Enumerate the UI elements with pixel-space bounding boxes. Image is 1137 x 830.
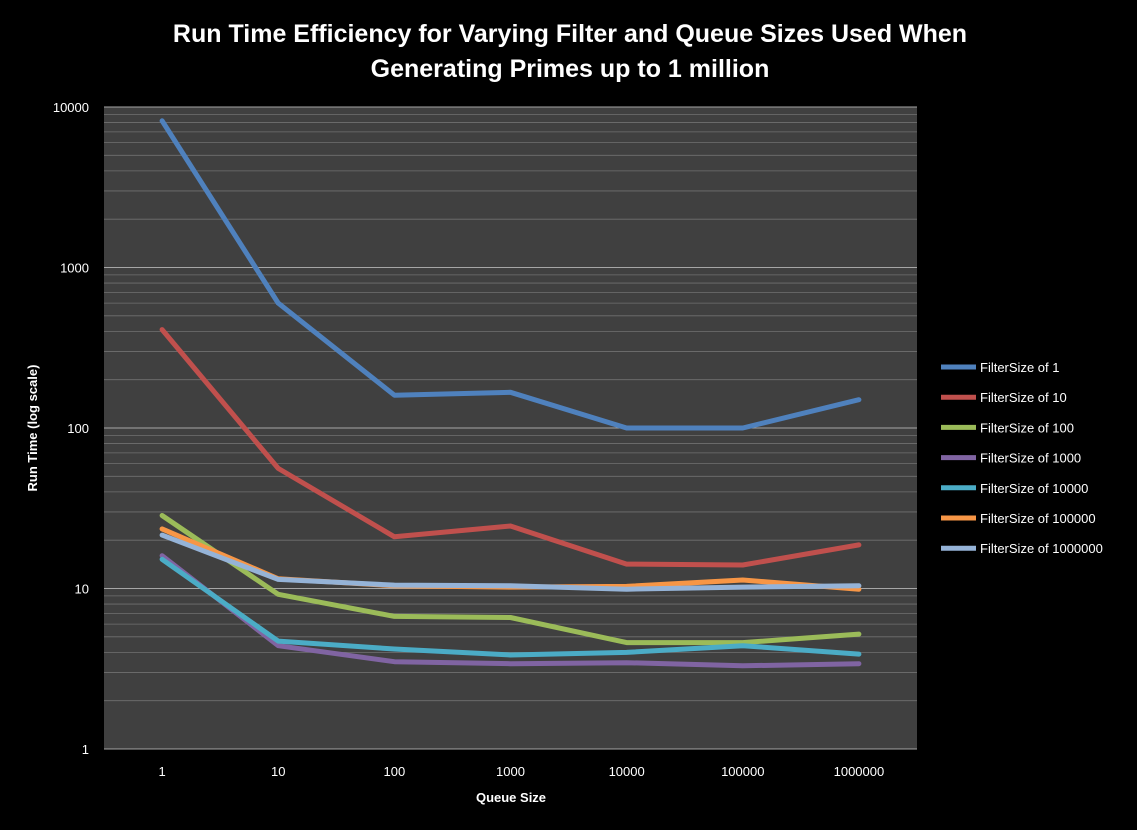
y-tick-label: 1 bbox=[82, 742, 89, 757]
series-line-1 bbox=[159, 327, 862, 568]
x-tick-label: 100 bbox=[384, 764, 406, 779]
y-axis-title: Run Time (log scale) bbox=[25, 365, 40, 492]
y-tick-label: 1000 bbox=[60, 261, 89, 276]
legend-label-3: FilterSize of 1000 bbox=[980, 451, 1081, 466]
legend-label-6: FilterSize of 1000000 bbox=[980, 541, 1103, 556]
chart-title-line-1: Run Time Efficiency for Varying Filter a… bbox=[173, 20, 967, 48]
legend-label-4: FilterSize of 10000 bbox=[980, 481, 1088, 496]
y-tick-label: 10 bbox=[75, 582, 89, 597]
x-tick-label: 10000 bbox=[609, 764, 645, 779]
x-tick-label: 1000000 bbox=[834, 764, 885, 779]
tick-layer: 1 10 100 1000 10000 1 10 100 1000 10000 100000 1000… bbox=[53, 100, 884, 779]
x-tick-label: 10 bbox=[271, 764, 285, 779]
y-tick-label: 10000 bbox=[53, 100, 89, 115]
x-tick-label: 1000 bbox=[496, 764, 525, 779]
series-line-3 bbox=[159, 553, 862, 669]
legend-label-2: FilterSize of 100 bbox=[980, 420, 1074, 435]
series-line-0 bbox=[159, 118, 862, 431]
legend-label-0: FilterSize of 1 bbox=[980, 360, 1059, 375]
x-axis-title: Queue Size bbox=[476, 790, 546, 805]
series-line-2 bbox=[159, 513, 862, 646]
y-tick-label: 100 bbox=[67, 421, 89, 436]
series-line-4 bbox=[159, 556, 862, 658]
legend: FilterSize of 1 FilterSize of 10 FilterSiz… bbox=[941, 360, 1103, 556]
grid-layer bbox=[104, 106, 917, 750]
legend-label-1: FilterSize of 10 bbox=[980, 390, 1067, 405]
series-layer bbox=[159, 118, 862, 669]
x-tick-label: 100000 bbox=[721, 764, 764, 779]
chart-title-line-2: Generating Primes up to 1 million bbox=[371, 55, 770, 83]
series-line-6 bbox=[159, 532, 862, 592]
x-tick-label: 1 bbox=[158, 764, 165, 779]
legend-label-5: FilterSize of 100000 bbox=[980, 511, 1096, 526]
